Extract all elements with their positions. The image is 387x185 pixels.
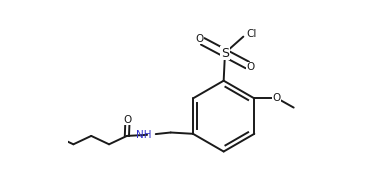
Text: O: O	[123, 115, 132, 125]
Text: NH: NH	[136, 130, 152, 140]
Text: O: O	[246, 62, 255, 72]
Text: Cl: Cl	[246, 29, 256, 39]
Text: O: O	[272, 93, 281, 103]
Text: O: O	[195, 34, 204, 44]
Text: S: S	[221, 47, 229, 60]
